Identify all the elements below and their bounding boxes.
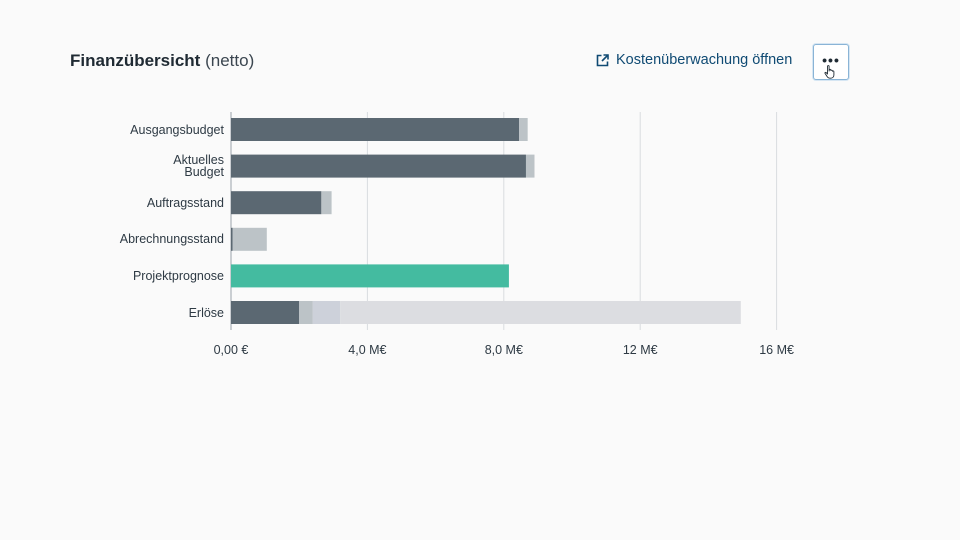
x-tick-label: 16 M€ (759, 343, 794, 357)
category-label-line: Projektprognose (132, 268, 224, 283)
category-label-line: Abrechnungsstand (119, 232, 224, 247)
category-label-line: Erlöse (188, 305, 224, 320)
bar-segment[interactable] (299, 301, 313, 324)
x-tick-label: 0,00 € (213, 343, 249, 357)
bar-segment[interactable] (519, 118, 528, 141)
bar-segment[interactable] (231, 191, 322, 215)
bar-segment[interactable] (312, 301, 341, 324)
x-tick-label: 12 M€ (622, 343, 658, 357)
category-label-line: Auftragsstand (146, 195, 224, 210)
external-link-icon (596, 53, 609, 67)
bar-segment[interactable] (231, 227, 233, 251)
page-title-main: Finanzübersicht (70, 51, 201, 70)
bar-segment[interactable] (340, 301, 741, 324)
category-label-line: Budget (184, 165, 224, 180)
more-horizontal-icon: ••• (822, 52, 840, 68)
bar-segment[interactable] (231, 301, 300, 324)
x-tick-label: 4,0 M€ (348, 343, 387, 357)
category-label-line: Aktuelles (173, 153, 224, 168)
category-label: Abrechnungsstand (64, 232, 224, 247)
page-title: Finanzübersicht (netto) (70, 51, 254, 71)
bar-segment[interactable] (231, 154, 526, 178)
open-cost-monitoring-label: Kostenüberwachung öffnen (616, 52, 793, 68)
category-label: Projektprognose (64, 268, 224, 283)
page-title-suffix: (netto) (205, 51, 255, 70)
category-label: Aktuelles Budget (64, 153, 224, 180)
bar-segment[interactable] (525, 154, 535, 178)
bar-segment[interactable] (231, 264, 509, 288)
x-tick-label: 8,0 M€ (484, 343, 523, 357)
category-label: Erlöse (64, 305, 224, 320)
open-cost-monitoring-link[interactable]: Kostenüberwachung öffnen (596, 52, 792, 68)
bar-segment[interactable] (231, 118, 520, 141)
bar-segment[interactable] (321, 191, 332, 215)
category-label: Ausgangsbudget (64, 122, 224, 137)
hand-cursor-icon (824, 65, 836, 84)
category-label-line: Ausgangsbudget (130, 122, 224, 137)
bar-segment[interactable] (232, 227, 267, 251)
category-label: Auftragsstand (64, 195, 224, 210)
